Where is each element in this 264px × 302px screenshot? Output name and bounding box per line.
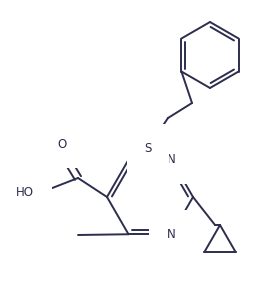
Text: S: S xyxy=(144,142,152,155)
Text: N: N xyxy=(167,153,176,166)
Text: HO: HO xyxy=(16,185,34,198)
Text: O: O xyxy=(57,137,67,150)
Text: N: N xyxy=(167,228,176,241)
